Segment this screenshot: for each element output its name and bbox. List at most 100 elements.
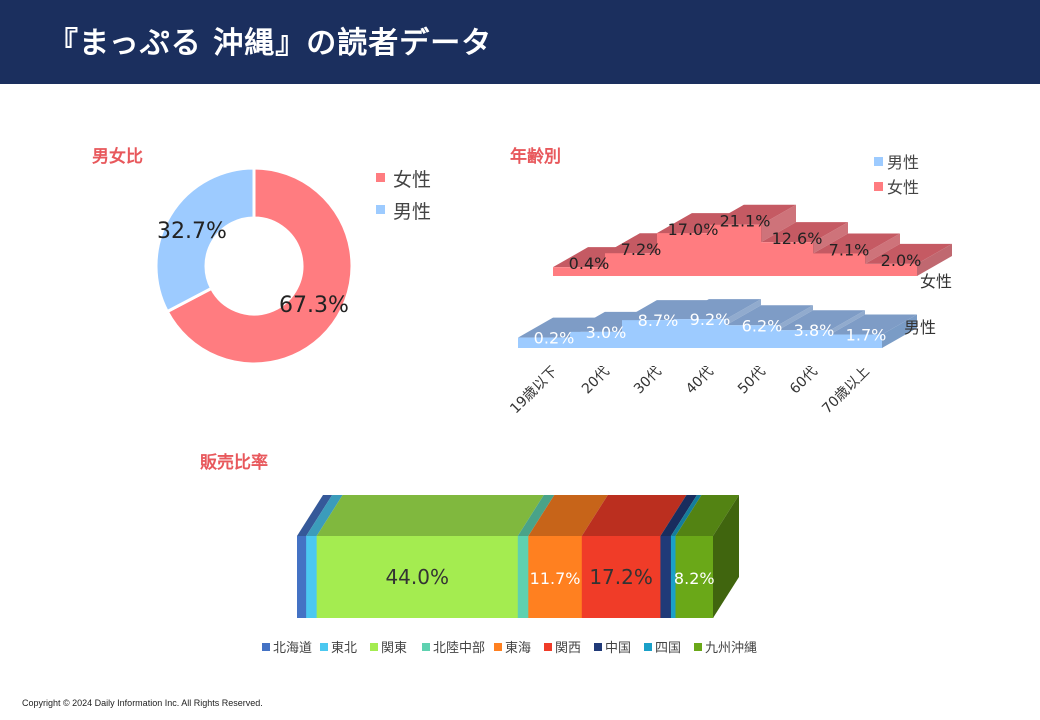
copyright-text: Copyright © 2024 Daily Information Inc. … xyxy=(22,698,263,708)
age-step-face-男性-4 xyxy=(726,325,779,348)
legend-marker-男性 xyxy=(376,205,385,214)
sales-top-中国 xyxy=(660,495,697,536)
sales-legend-label-東海: 東海 xyxy=(505,640,531,656)
age-label-女性-3: 21.1% xyxy=(720,212,771,231)
age-label-男性-3: 9.2% xyxy=(690,310,731,329)
age-tick-4: 50代 xyxy=(735,364,769,398)
age-step-top-男性-3 xyxy=(674,299,761,320)
age-label-女性-6: 2.0% xyxy=(881,251,922,270)
age-label-男性-6: 1.7% xyxy=(846,326,887,345)
sales-legend-label-北陸中部: 北陸中部 xyxy=(433,640,485,656)
age-label-男性-5: 3.8% xyxy=(794,321,835,340)
age-legend-label-男性: 男性 xyxy=(887,153,919,172)
sales-legend-marker-関西 xyxy=(544,643,552,651)
age-step-top-女性-4 xyxy=(761,222,848,243)
age-step-top-男性-5 xyxy=(778,310,865,331)
sales-legend-marker-四国 xyxy=(644,643,652,651)
sales-legend-marker-北陸中部 xyxy=(422,643,430,651)
sales-3d-bar xyxy=(297,495,739,618)
sales-segment-中国 xyxy=(660,536,672,618)
sales-segment-関西 xyxy=(581,536,661,618)
age-step-top-男性-0 xyxy=(518,317,605,338)
age-step-top-男性-2 xyxy=(622,300,709,321)
age-step-face-男性-6 xyxy=(830,334,883,348)
age-label-男性-2: 8.7% xyxy=(638,311,679,330)
age-3d-area xyxy=(518,204,952,348)
sales-top-北海道 xyxy=(297,495,333,536)
age-tick-5: 60代 xyxy=(787,364,821,398)
age-step-riser-女性-4 xyxy=(813,222,848,254)
sales-top-東海 xyxy=(528,495,608,536)
sales-legend-label-中国: 中国 xyxy=(605,641,631,656)
legend-label-男性: 男性 xyxy=(393,201,431,223)
gender-doughnut xyxy=(154,166,354,366)
age-legend-label-女性: 女性 xyxy=(887,178,919,197)
age-legend-marker-男性 xyxy=(874,157,883,166)
age-tick-2: 30代 xyxy=(631,364,665,398)
legend-marker-女性 xyxy=(376,173,385,182)
age-step-face-男性-1 xyxy=(570,331,623,348)
sales-segment-四国 xyxy=(670,536,676,618)
sales-legend-marker-北海道 xyxy=(262,643,270,651)
sales-legend-marker-東海 xyxy=(494,643,502,651)
age-step-face-男性-3 xyxy=(674,319,727,348)
sales-top-関西 xyxy=(581,495,687,536)
age-label-男性-4: 6.2% xyxy=(742,316,783,335)
legend-label-女性: 女性 xyxy=(393,169,431,191)
sales-label-九州沖縄: 8.2% xyxy=(674,569,715,588)
age-section-title: 年齢別 xyxy=(510,147,561,167)
age-step-face-男性-0 xyxy=(518,337,571,348)
sales-legend-label-九州沖縄: 九州沖縄 xyxy=(705,641,757,656)
age-step-face-女性-2 xyxy=(657,233,710,276)
sales-legend-label-関西: 関西 xyxy=(555,641,581,656)
sales-top-関東 xyxy=(316,495,544,536)
sales-legend-marker-東北 xyxy=(320,643,328,651)
age-step-riser-男性-3 xyxy=(726,299,761,326)
age-label-女性-2: 17.0% xyxy=(668,220,719,239)
age-tick-0: 19歳以下 xyxy=(507,364,561,418)
sales-legend-label-北海道: 北海道 xyxy=(273,641,312,656)
gender-section-title: 男女比 xyxy=(92,147,143,167)
age-step-face-男性-5 xyxy=(778,330,831,348)
sales-label-関東: 44.0% xyxy=(385,565,449,589)
age-step-top-女性-5 xyxy=(813,233,900,254)
sales-legend-label-四国: 四国 xyxy=(655,641,681,656)
age-step-top-男性-6 xyxy=(830,314,917,335)
sales-right-side xyxy=(713,495,739,618)
sales-legend-marker-中国 xyxy=(594,643,602,651)
age-step-face-女性-3 xyxy=(709,224,762,276)
age-label-男性-0: 0.2% xyxy=(534,329,575,348)
age-step-face-女性-4 xyxy=(761,242,814,276)
sales-label-関西: 17.2% xyxy=(589,565,653,589)
sales-segment-東海 xyxy=(528,536,583,618)
age-label-女性-4: 12.6% xyxy=(772,229,823,248)
sales-legend-marker-関東 xyxy=(370,643,378,651)
age-step-face-女性-5 xyxy=(813,253,866,276)
age-label-男性-1: 3.0% xyxy=(586,323,627,342)
doughnut-label-male: 32.7% xyxy=(157,219,227,244)
age-step-top-女性-6 xyxy=(865,243,952,264)
sales-legend-label-関東: 関東 xyxy=(381,640,407,656)
age-step-riser-女性-5 xyxy=(865,233,900,264)
sales-top-東北 xyxy=(306,495,343,536)
age-step-top-女性-3 xyxy=(709,204,796,225)
age-step-riser-男性-4 xyxy=(778,305,813,331)
doughnut-label-female: 67.3% xyxy=(279,293,349,318)
age-end-side-男性 xyxy=(882,314,917,348)
age-label-女性-1: 7.2% xyxy=(621,240,662,259)
age-end-side-女性 xyxy=(917,243,952,276)
sales-top-九州沖縄 xyxy=(675,495,739,536)
age-tick-6: 70歳以上 xyxy=(819,364,873,418)
age-label-女性-0: 0.4% xyxy=(569,254,610,273)
header-bar: 『まっぷる 沖縄』の読者データ xyxy=(0,0,1040,84)
sales-top-四国 xyxy=(670,495,702,536)
doughnut-slice-男性 xyxy=(154,166,256,314)
age-step-riser-男性-5 xyxy=(830,310,865,335)
age-tick-1: 20代 xyxy=(579,364,613,398)
sales-segment-九州沖縄 xyxy=(675,536,714,618)
sales-segment-北海道 xyxy=(297,536,307,618)
sales-segment-北陸中部 xyxy=(517,536,529,618)
sales-legend-marker-九州沖縄 xyxy=(694,643,702,651)
sales-top-北陸中部 xyxy=(517,495,555,536)
